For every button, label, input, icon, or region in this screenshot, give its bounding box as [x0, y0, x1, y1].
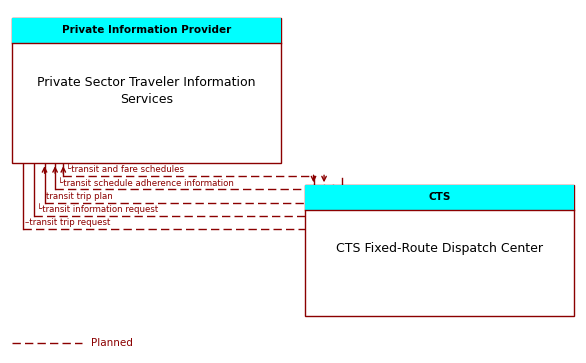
Text: Private Sector Traveler Information
Services: Private Sector Traveler Information Serv… — [38, 76, 255, 106]
Text: └transit information request: └transit information request — [37, 203, 158, 214]
Bar — [12, 18, 281, 163]
Bar — [305, 185, 574, 316]
Text: Private Information Provider: Private Information Provider — [62, 25, 231, 36]
Bar — [12, 18, 281, 43]
Text: –transit trip request: –transit trip request — [25, 218, 110, 227]
Text: Planned: Planned — [91, 338, 132, 348]
Text: transit trip plan: transit trip plan — [46, 192, 113, 201]
Text: └transit and fare schedules: └transit and fare schedules — [66, 165, 184, 174]
Text: └transit schedule adherence information: └transit schedule adherence information — [58, 179, 234, 188]
Text: CTS Fixed-Route Dispatch Center: CTS Fixed-Route Dispatch Center — [336, 242, 543, 256]
Bar — [305, 185, 574, 210]
Text: CTS: CTS — [428, 192, 451, 203]
